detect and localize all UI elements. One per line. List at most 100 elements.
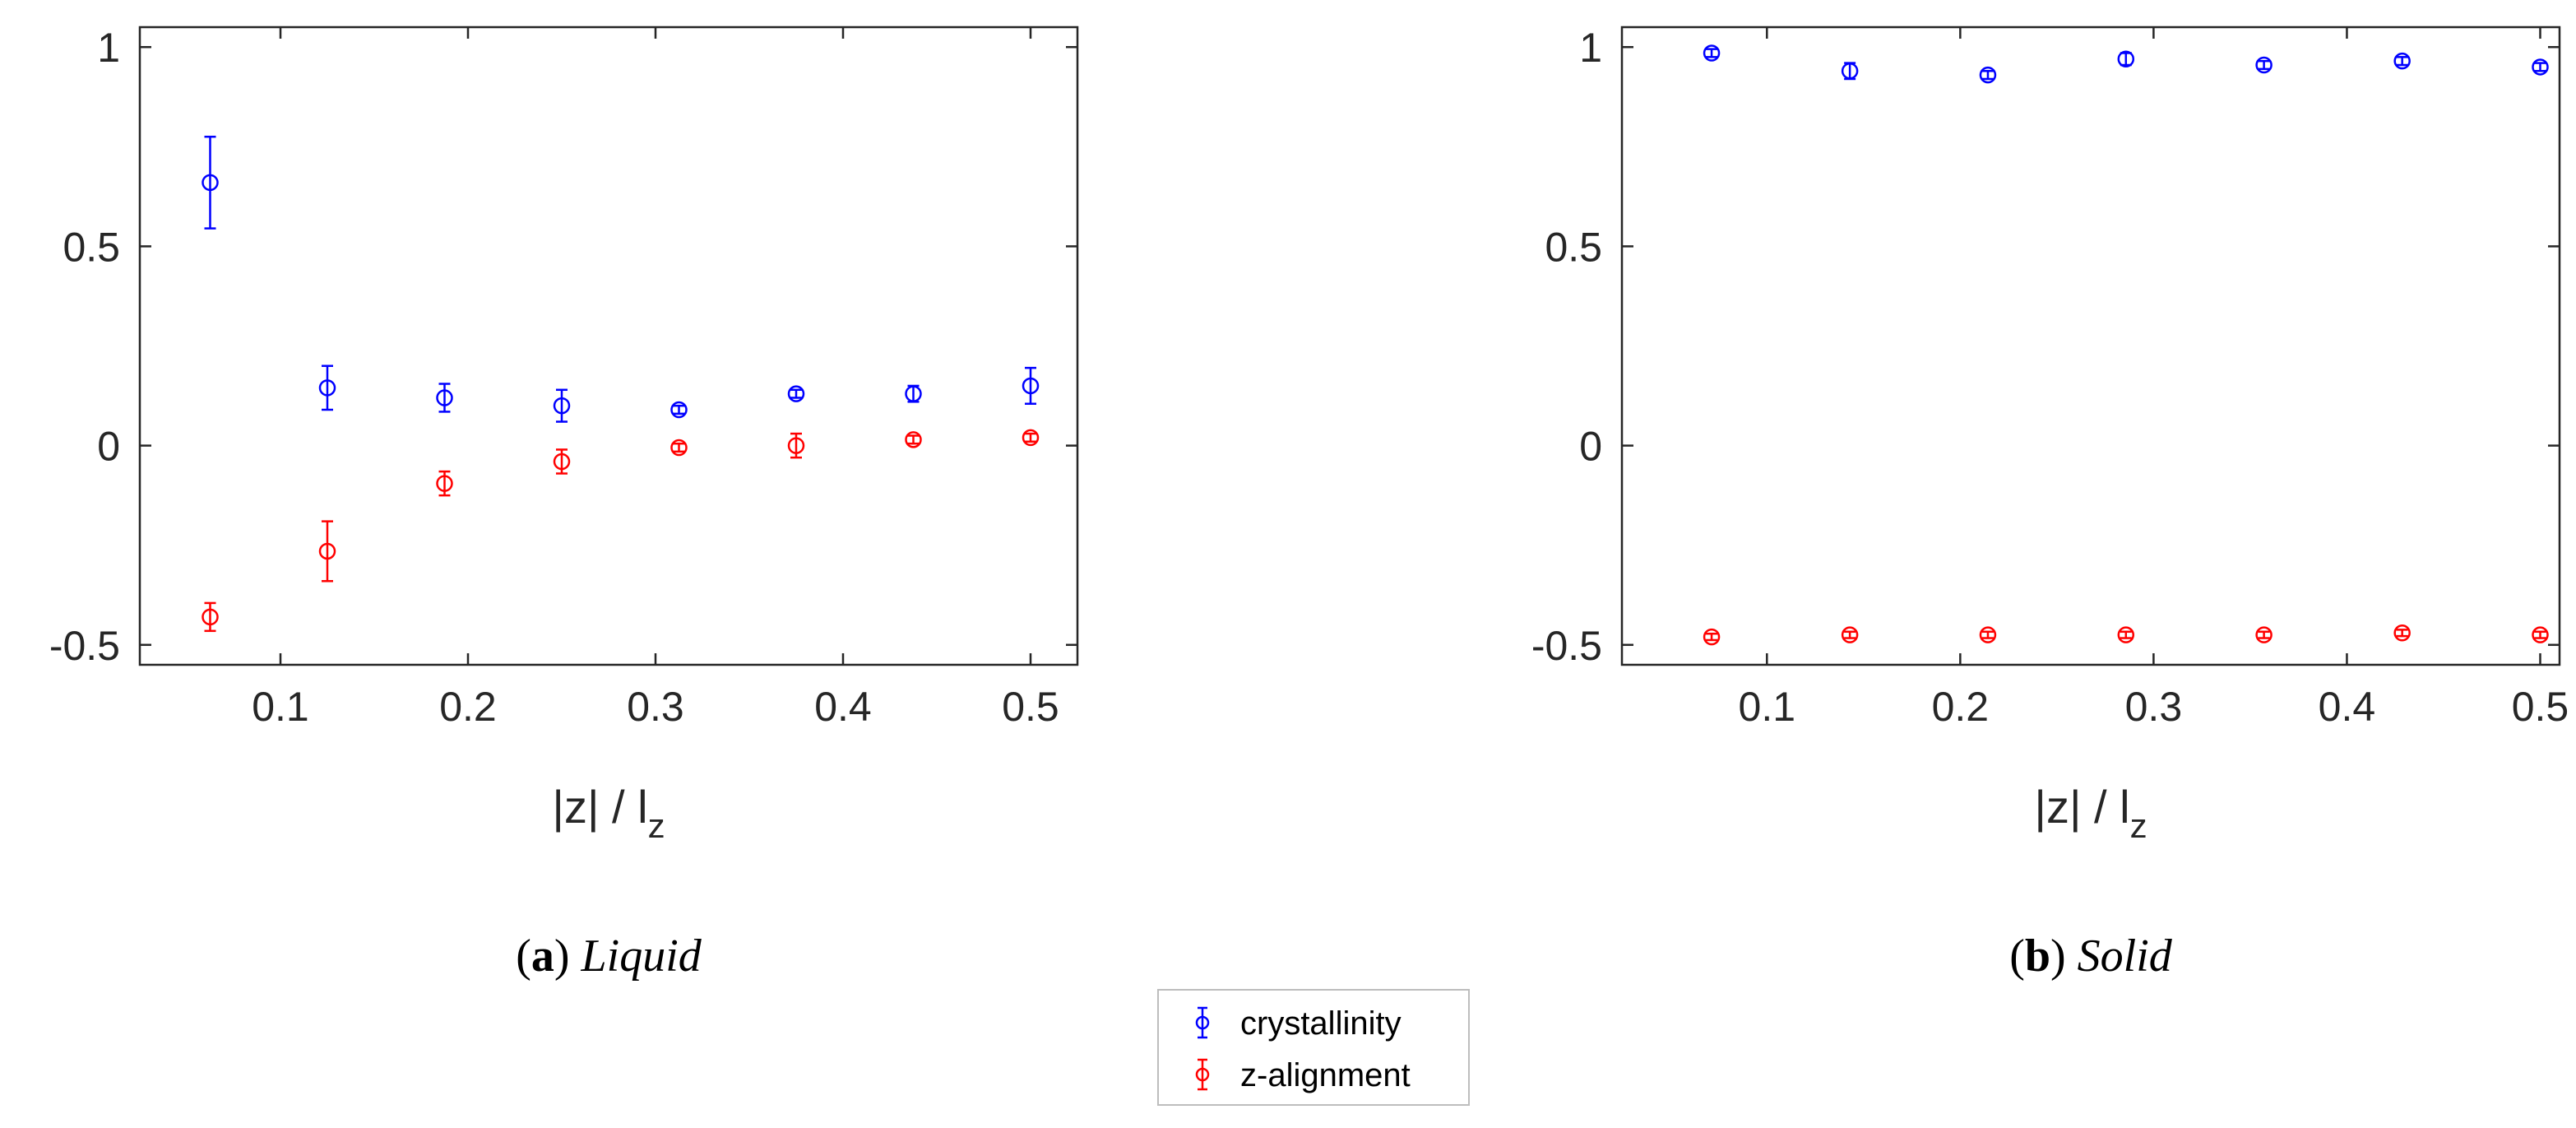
marker (2532, 58, 2549, 76)
legend-box (1157, 989, 1470, 1106)
z-alignment-point-3 (2117, 626, 2135, 643)
marker (1979, 626, 1997, 643)
crystallinity-point-5 (787, 385, 805, 402)
axes-frame (138, 26, 1079, 666)
marker (553, 397, 571, 415)
legend-label: crystallinity (1240, 1005, 1402, 1042)
y-tick-label: 1 (1579, 25, 1602, 71)
crystallinity-point-4 (2255, 56, 2273, 74)
x-axis-title: |z| / lz (552, 781, 665, 845)
data-marks (1703, 44, 2549, 646)
panel-liquid: 0.1 0.2 0.3 0.4 0.5 -0.5 0 0.5 1 |z| / lz (a) Li… (49, 25, 1079, 982)
x-tick-label: 0.4 (2319, 684, 2376, 730)
crystallinity-point-3 (553, 388, 571, 423)
y-tick-label: -0.5 (1531, 623, 1602, 669)
panel-caption: (b) Solid (2009, 931, 2173, 982)
z-alignment-point-5 (787, 432, 805, 459)
legend-marker-z-alignment (1195, 1058, 1210, 1091)
caption-title: Liquid (581, 931, 702, 982)
y-tick-label: -0.5 (49, 623, 120, 669)
z-alignment-point-2 (1979, 626, 1997, 643)
marker (1022, 429, 1040, 447)
z-alignment-point-5 (2393, 624, 2411, 642)
marker (2393, 52, 2411, 70)
y-tick-label: 0 (1579, 424, 1602, 470)
z-alignment-point-3 (553, 448, 571, 475)
marker (202, 174, 219, 192)
caption-letter: a (531, 931, 554, 982)
x-tick-label: 0.4 (814, 684, 872, 730)
x-tick-label: 0.2 (439, 684, 497, 730)
x-axis-title: |z| / lz (2034, 781, 2147, 845)
series-crystallinity (1703, 44, 2549, 84)
caption-title: Solid (2078, 931, 2173, 982)
marker (1022, 377, 1040, 395)
legend-marker-crystallinity (1195, 1006, 1210, 1039)
marker (2117, 626, 2135, 643)
marker (1703, 628, 1721, 646)
crystallinity-point-0 (1703, 44, 1721, 62)
legend-label: z-alignment (1240, 1057, 1411, 1093)
x-tick-label: 0.2 (1932, 684, 1990, 730)
crystallinity-point-6 (905, 384, 922, 403)
ticks: 0.1 0.2 0.3 0.4 0.5 -0.5 0 0.5 1 (1531, 25, 2569, 730)
marker (2255, 626, 2273, 643)
z-alignment-point-1 (318, 520, 336, 583)
marker (202, 608, 219, 626)
crystallinity-point-7 (1022, 366, 1040, 405)
marker (1841, 63, 1859, 80)
marker (1979, 66, 1997, 84)
crystallinity-point-2 (1979, 66, 1997, 84)
data-marks (202, 135, 1040, 633)
crystallinity-point-0 (202, 135, 219, 230)
z-alignment-point-7 (1022, 429, 1040, 447)
crystallinity-point-2 (436, 383, 453, 413)
caption-letter: b (2025, 931, 2050, 982)
x-axis-title-main: |z| / l (552, 781, 647, 833)
crystallinity-point-4 (670, 401, 688, 419)
marker (2393, 624, 2411, 642)
legend-circle (1195, 1067, 1210, 1082)
z-alignment-point-2 (436, 470, 453, 497)
marker (670, 401, 688, 419)
marker (436, 475, 453, 492)
z-alignment-point-1 (1841, 626, 1859, 643)
z-alignment-point-6 (2532, 626, 2549, 643)
marker (2117, 50, 2135, 67)
y-tick-label: 0 (97, 424, 120, 470)
x-tick-label: 0.1 (252, 684, 309, 730)
y-tick-label: 0.5 (63, 224, 120, 270)
x-tick-label: 0.3 (627, 684, 684, 730)
series-z-alignment (1703, 624, 2549, 646)
legend-entry-z-alignment: z-alignment (1195, 1057, 1411, 1093)
crystallinity-point-1 (1841, 62, 1859, 81)
x-axis-title-main: |z| / l (2034, 781, 2129, 833)
crystallinity-point-5 (2393, 52, 2411, 70)
y-tick-label: 0.5 (1545, 224, 1602, 270)
z-alignment-point-0 (202, 601, 219, 633)
series-z-alignment (202, 429, 1040, 633)
x-tick-label: 0.1 (1739, 684, 1796, 730)
panel-caption: (a) Liquid (516, 931, 702, 982)
marker (553, 453, 571, 471)
marker (2255, 56, 2273, 74)
panel-solid: 0.1 0.2 0.3 0.4 0.5 -0.5 0 0.5 1 |z| / lz (b) So… (1531, 25, 2569, 982)
legend-circle (1195, 1015, 1210, 1030)
marker (787, 437, 805, 454)
marker (905, 385, 922, 402)
axes-frame (1620, 26, 2561, 666)
marker (1703, 44, 1721, 62)
marker (670, 439, 688, 457)
marker (2532, 626, 2549, 643)
z-alignment-point-6 (905, 431, 922, 448)
x-axis-title-sub: z (2130, 806, 2147, 845)
legend-entry-crystallinity: crystallinity (1195, 1005, 1402, 1042)
marker (318, 379, 336, 397)
legend: crystallinity z-alignment (1157, 989, 1470, 1106)
x-tick-label: 0.3 (2125, 684, 2183, 730)
crystallinity-point-6 (2532, 58, 2549, 76)
z-alignment-point-4 (670, 439, 688, 457)
marker (905, 431, 922, 448)
z-alignment-point-4 (2255, 626, 2273, 643)
